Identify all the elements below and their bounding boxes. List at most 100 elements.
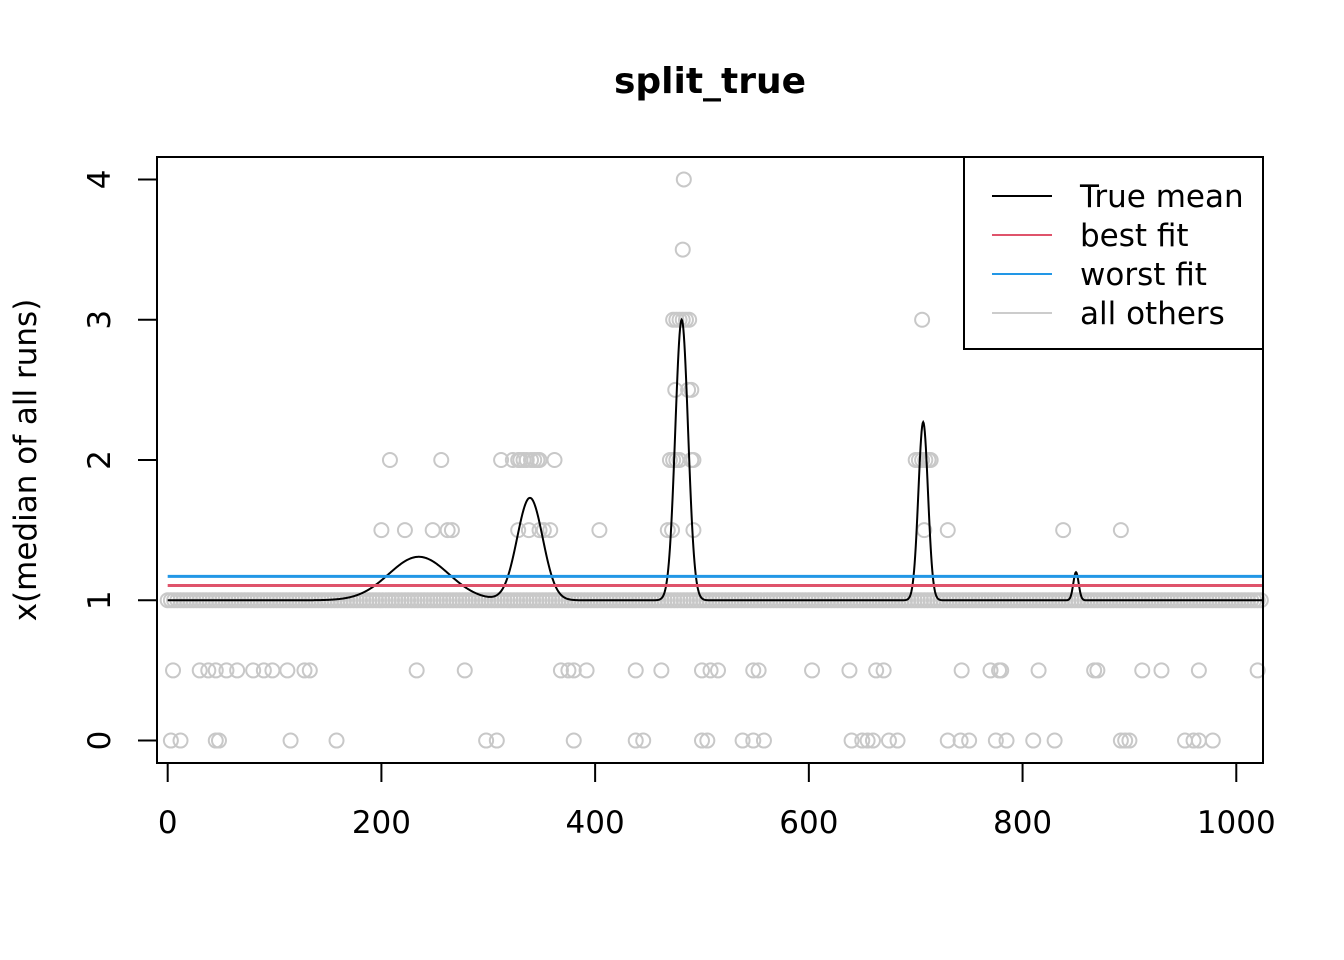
- data-point: [693, 732, 710, 749]
- y-tick-label: 0: [82, 731, 118, 751]
- data-point: [987, 732, 1004, 749]
- data-point: [1046, 732, 1063, 749]
- data-point: [922, 452, 939, 468]
- data-point: [218, 662, 235, 679]
- data-point: [804, 662, 821, 679]
- data-point: [993, 662, 1010, 679]
- data-point: [734, 732, 751, 749]
- data-point: [685, 452, 702, 468]
- data-point: [914, 311, 931, 328]
- data-point: [939, 522, 956, 539]
- series-lines: [167, 317, 1262, 602]
- data-point: [396, 522, 413, 539]
- data-point: [1134, 662, 1151, 679]
- data-point: [408, 662, 425, 679]
- data-point: [750, 662, 767, 679]
- y-tick-label: 1: [82, 590, 118, 610]
- data-point: [433, 452, 450, 468]
- data-point: [552, 662, 569, 679]
- data-point: [1121, 732, 1138, 749]
- data-point: [841, 662, 858, 679]
- data-point: [755, 732, 772, 749]
- legend-label: best fit: [1080, 218, 1189, 254]
- data-point: [591, 522, 608, 539]
- y-axis-label: x(median of all runs): [8, 299, 44, 622]
- y-axis: 0 1 2 3 4: [82, 170, 158, 751]
- x-axis: 0 200 400 600 800 1000: [158, 762, 1276, 841]
- data-point: [952, 732, 969, 749]
- data-point: [710, 662, 727, 679]
- data-point: [1112, 522, 1129, 539]
- data-point: [443, 522, 460, 539]
- data-point: [207, 732, 224, 749]
- data-point: [301, 662, 318, 679]
- data-point: [172, 732, 189, 749]
- data-point: [1190, 662, 1207, 679]
- legend-box: [963, 156, 1264, 350]
- data-point: [961, 732, 978, 749]
- data-point: [229, 662, 246, 679]
- data-point: [635, 732, 652, 749]
- data-point: [843, 732, 860, 749]
- data-point: [998, 732, 1015, 749]
- data-point: [210, 732, 227, 749]
- data-point: [653, 662, 670, 679]
- data-point: [627, 732, 644, 749]
- data-point: [1249, 662, 1266, 679]
- y-tick-label: 3: [82, 310, 118, 330]
- data-point: [165, 662, 182, 679]
- x-tick-label: 600: [779, 805, 838, 841]
- y-tick-label: 4: [82, 170, 118, 190]
- data-point: [373, 522, 390, 539]
- data-point: [381, 452, 398, 468]
- data-point: [207, 662, 224, 679]
- data-point: [675, 171, 692, 188]
- data-point: [868, 662, 885, 679]
- data-point: [1185, 732, 1202, 749]
- data-point: [889, 732, 906, 749]
- data-point: [1025, 732, 1042, 749]
- data-point: [1117, 732, 1134, 749]
- data-point: [1086, 662, 1103, 679]
- data-point: [982, 662, 999, 679]
- data-point: [683, 381, 700, 398]
- x-tick-label: 0: [158, 805, 178, 841]
- data-point: [542, 522, 559, 539]
- data-point: [693, 662, 710, 679]
- data-point: [162, 732, 179, 749]
- data-point: [264, 662, 281, 679]
- data-point: [627, 662, 644, 679]
- data-point: [282, 732, 299, 749]
- chart-title: split_true: [614, 61, 806, 102]
- legend-label: worst fit: [1080, 257, 1207, 293]
- data-point: [439, 522, 456, 539]
- data-point: [565, 662, 582, 679]
- data-point: [296, 662, 313, 679]
- data-point: [859, 732, 876, 749]
- data-point: [745, 662, 762, 679]
- data-point: [864, 732, 881, 749]
- data-point: [488, 732, 505, 749]
- data-point: [1055, 522, 1072, 539]
- legend-label: all others: [1080, 296, 1225, 332]
- data-point: [456, 662, 473, 679]
- data-point: [255, 662, 272, 679]
- data-point: [578, 662, 595, 679]
- data-point: [875, 662, 892, 679]
- legend-label: True mean: [1079, 179, 1244, 215]
- data-point: [245, 662, 262, 679]
- data-point: [667, 381, 684, 398]
- data-point: [854, 732, 871, 749]
- y-tick-label: 2: [82, 450, 118, 470]
- data-point: [745, 732, 762, 749]
- data-point: [546, 452, 563, 468]
- x-tick-label: 1000: [1197, 805, 1276, 841]
- data-point: [191, 662, 208, 679]
- data-point: [699, 732, 716, 749]
- data-point: [674, 241, 691, 258]
- data-point: [279, 662, 296, 679]
- data-point: [1153, 662, 1170, 679]
- data-point: [478, 732, 495, 749]
